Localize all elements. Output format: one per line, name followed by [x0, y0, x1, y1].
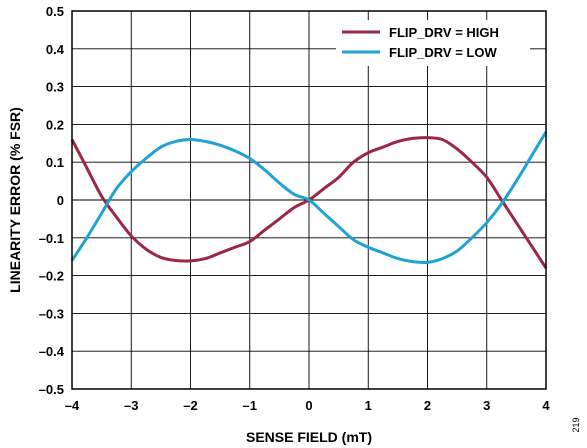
legend-box	[336, 20, 530, 66]
y-tick-label: 0	[57, 193, 64, 208]
x-tick-labels: –4 –3 –2 –1 0 1 2 3 4	[65, 398, 551, 413]
y-tick-label: 0.5	[46, 4, 64, 19]
grid-lines	[72, 11, 546, 389]
y-tick-label: –0.4	[39, 344, 65, 359]
x-tick-label: 4	[542, 398, 550, 413]
x-tick-label: 3	[483, 398, 490, 413]
x-tick-label: –2	[183, 398, 197, 413]
y-tick-label: 0.2	[46, 117, 64, 132]
x-tick-label: –3	[124, 398, 138, 413]
y-tick-label: 0.1	[46, 155, 64, 170]
y-tick-label: –0.1	[39, 231, 64, 246]
y-tick-labels: –0.5 –0.4 –0.3 –0.2 –0.1 0 0.1 0.2 0.3 0.4 0.5	[39, 4, 65, 397]
series-line-flip-drv-low	[70, 131, 548, 265]
y-tick-label: 0.3	[46, 80, 64, 95]
y-tick-label: –0.5	[39, 382, 64, 397]
x-axis-title: SENSE FIELD (mT)	[246, 429, 372, 445]
y-tick-label: –0.2	[39, 269, 64, 284]
x-tick-label: 0	[305, 398, 312, 413]
legend-label-flip-drv-high: FLIP_DRV = HIGH	[389, 25, 499, 40]
y-tick-label: 0.4	[46, 42, 65, 57]
legend: FLIP_DRV = HIGH FLIP_DRV = LOW	[336, 20, 530, 66]
x-tick-label: 2	[424, 398, 431, 413]
legend-label-flip-drv-low: FLIP_DRV = LOW	[389, 45, 497, 60]
figure-id: 219	[571, 417, 581, 432]
y-axis-title: LINEARITY ERROR (% FSR)	[7, 107, 23, 293]
x-tick-label: –1	[243, 398, 257, 413]
plot-frame	[71, 10, 547, 390]
series-layer	[70, 131, 548, 269]
y-tick-label: –0.3	[39, 306, 64, 321]
x-tick-label: –4	[65, 398, 80, 413]
x-tick-label: 1	[365, 398, 372, 413]
